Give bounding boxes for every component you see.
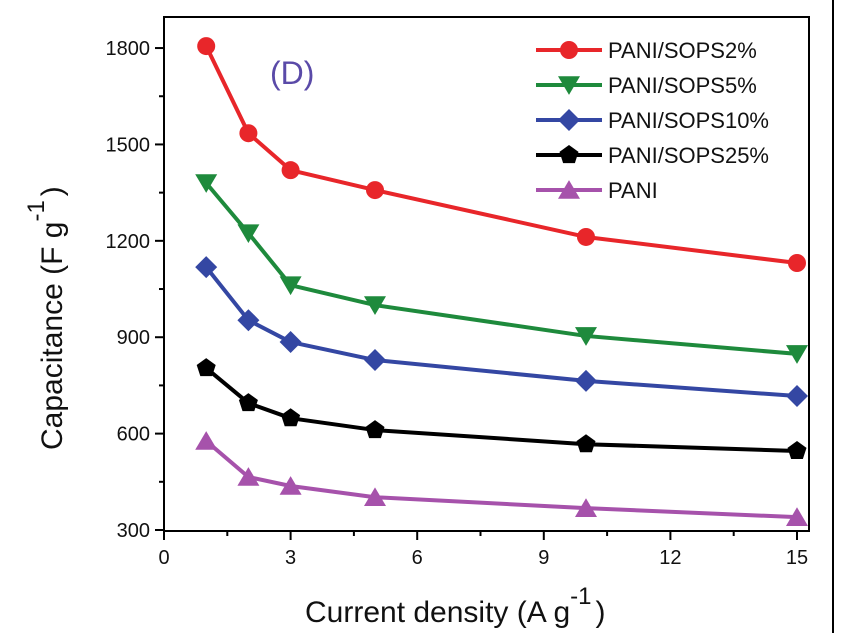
y-tick-label: 1200 xyxy=(106,231,151,253)
legend-item: PANI xyxy=(536,178,658,203)
plot-frame xyxy=(163,16,810,532)
data-point xyxy=(576,434,596,453)
series-pani xyxy=(195,431,808,526)
series-line xyxy=(204,366,798,453)
data-point xyxy=(786,507,808,526)
data-point xyxy=(195,174,218,193)
data-point xyxy=(237,467,260,486)
data-point xyxy=(788,253,806,272)
data-point xyxy=(577,227,595,246)
legend-item: PANI/SOPS10% xyxy=(536,108,769,133)
series-pani-sops5- xyxy=(195,174,808,364)
series-line xyxy=(204,439,798,520)
series-line xyxy=(204,265,798,399)
data-point xyxy=(786,345,808,364)
legend-item: PANI/SOPS5% xyxy=(536,73,757,98)
legend-marker xyxy=(560,41,578,59)
data-point xyxy=(575,498,597,517)
data-point xyxy=(366,181,384,200)
data-point xyxy=(238,393,258,412)
panel-label: (D) xyxy=(270,55,314,91)
y-axis-title-close: ) xyxy=(36,186,69,196)
data-point xyxy=(239,124,258,143)
legend-item: PANI/SOPS25% xyxy=(536,143,769,168)
data-point xyxy=(197,37,216,56)
series-pani-sops2- xyxy=(197,37,806,272)
legend-label: PANI/SOPS10% xyxy=(608,108,769,133)
legend-marker xyxy=(558,76,580,95)
legend-label: PANI/SOPS5% xyxy=(608,73,757,98)
legend: PANI/SOPS2% PANI/SOPS5% PANI/SOPS10% PANI/S… xyxy=(536,38,769,203)
x-axis-title-main: Current density (A g xyxy=(305,596,570,629)
data-point xyxy=(365,420,385,439)
data-point xyxy=(279,331,302,354)
data-point xyxy=(364,349,386,372)
x-tick-label: 15 xyxy=(786,547,808,569)
y-tick-label: 1800 xyxy=(106,38,151,60)
y-tick-label: 300 xyxy=(117,520,150,542)
data-point xyxy=(237,309,260,332)
y-tick-label: 600 xyxy=(117,424,150,446)
x-axis-title: Current density (A g-1) xyxy=(305,583,605,629)
data-point xyxy=(196,358,216,377)
data-point xyxy=(237,224,260,244)
legend-marker xyxy=(559,145,579,164)
data-point xyxy=(281,161,300,180)
legend-marker xyxy=(558,180,580,199)
data-point xyxy=(787,440,807,460)
x-tick-label: 6 xyxy=(412,547,423,569)
data-point xyxy=(364,487,386,507)
data-point xyxy=(279,476,302,495)
y-tick-label: 900 xyxy=(117,327,150,349)
legend-label: PANI xyxy=(608,178,658,203)
data-point xyxy=(786,385,808,408)
legend-label: PANI/SOPS25% xyxy=(608,143,769,168)
data-point xyxy=(195,431,218,450)
y-axis-title: Capacitance (F g-1) xyxy=(23,186,69,450)
x-axis-title-close: ) xyxy=(595,596,605,629)
x-tick-label: 3 xyxy=(285,547,296,569)
x-tick-label: 12 xyxy=(659,547,681,569)
data-point xyxy=(575,327,597,346)
legend-marker xyxy=(558,109,580,131)
series-line xyxy=(204,45,798,265)
legend-label: PANI/SOPS2% xyxy=(608,38,757,63)
y-tick-label: 1500 xyxy=(106,134,151,156)
data-point xyxy=(281,408,301,427)
x-axis-title-sup: -1 xyxy=(570,583,591,610)
data-point xyxy=(364,296,386,315)
data-point xyxy=(279,276,302,296)
data-point xyxy=(575,369,597,392)
legend-item: PANI/SOPS2% xyxy=(536,38,757,63)
y-axis-title-sup: -1 xyxy=(23,200,50,221)
data-point xyxy=(195,256,218,279)
series-pani-sops25- xyxy=(196,358,807,460)
x-tick-label: 9 xyxy=(538,547,549,569)
series-pani-sops10- xyxy=(195,256,808,408)
x-tick-label: 0 xyxy=(158,547,169,569)
y-axis-title-main: Capacitance (F g xyxy=(36,222,69,450)
